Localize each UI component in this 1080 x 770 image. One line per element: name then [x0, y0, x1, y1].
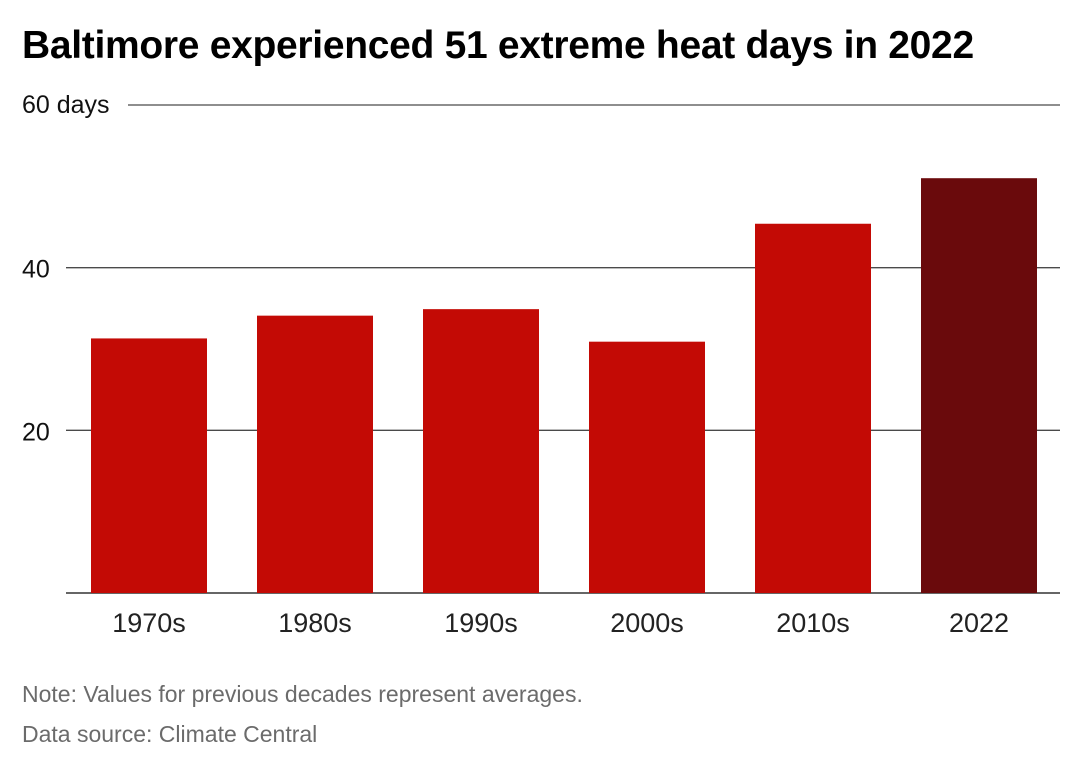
x-tick-label: 1980s	[278, 608, 352, 638]
y-tick-label: 40	[22, 256, 50, 284]
gridlines	[66, 104, 1060, 594]
x-tick-label: 2022	[949, 608, 1009, 638]
x-tick-label: 1990s	[444, 608, 518, 638]
y-tick-label: 20	[22, 418, 50, 446]
bar-1990s	[423, 309, 539, 593]
x-tick-label: 2010s	[776, 608, 850, 638]
x-tick-label: 2000s	[610, 608, 684, 638]
bar-chart: 1970s 1980s 1990s 2000s 2010s 2022 20 40 60 day…	[22, 91, 1060, 638]
chart-title: Baltimore experienced 51 extreme heat da…	[22, 24, 974, 67]
chart-note: Note: Values for previous decades repres…	[22, 681, 583, 707]
bar-1980s	[257, 315, 373, 593]
y-tick-label: 60 days	[22, 91, 110, 119]
bar-2022	[921, 178, 1037, 593]
x-axis-labels: 1970s 1980s 1990s 2000s 2010s 2022	[112, 608, 1009, 638]
x-tick-label: 1970s	[112, 608, 186, 638]
y-axis-labels: 20 40 60 days	[22, 91, 110, 446]
bars	[91, 178, 1037, 593]
bar-2000s	[589, 341, 705, 593]
bar-1970s	[91, 338, 207, 593]
data-source: Data source: Climate Central	[22, 721, 318, 747]
bar-2010s	[755, 223, 871, 593]
